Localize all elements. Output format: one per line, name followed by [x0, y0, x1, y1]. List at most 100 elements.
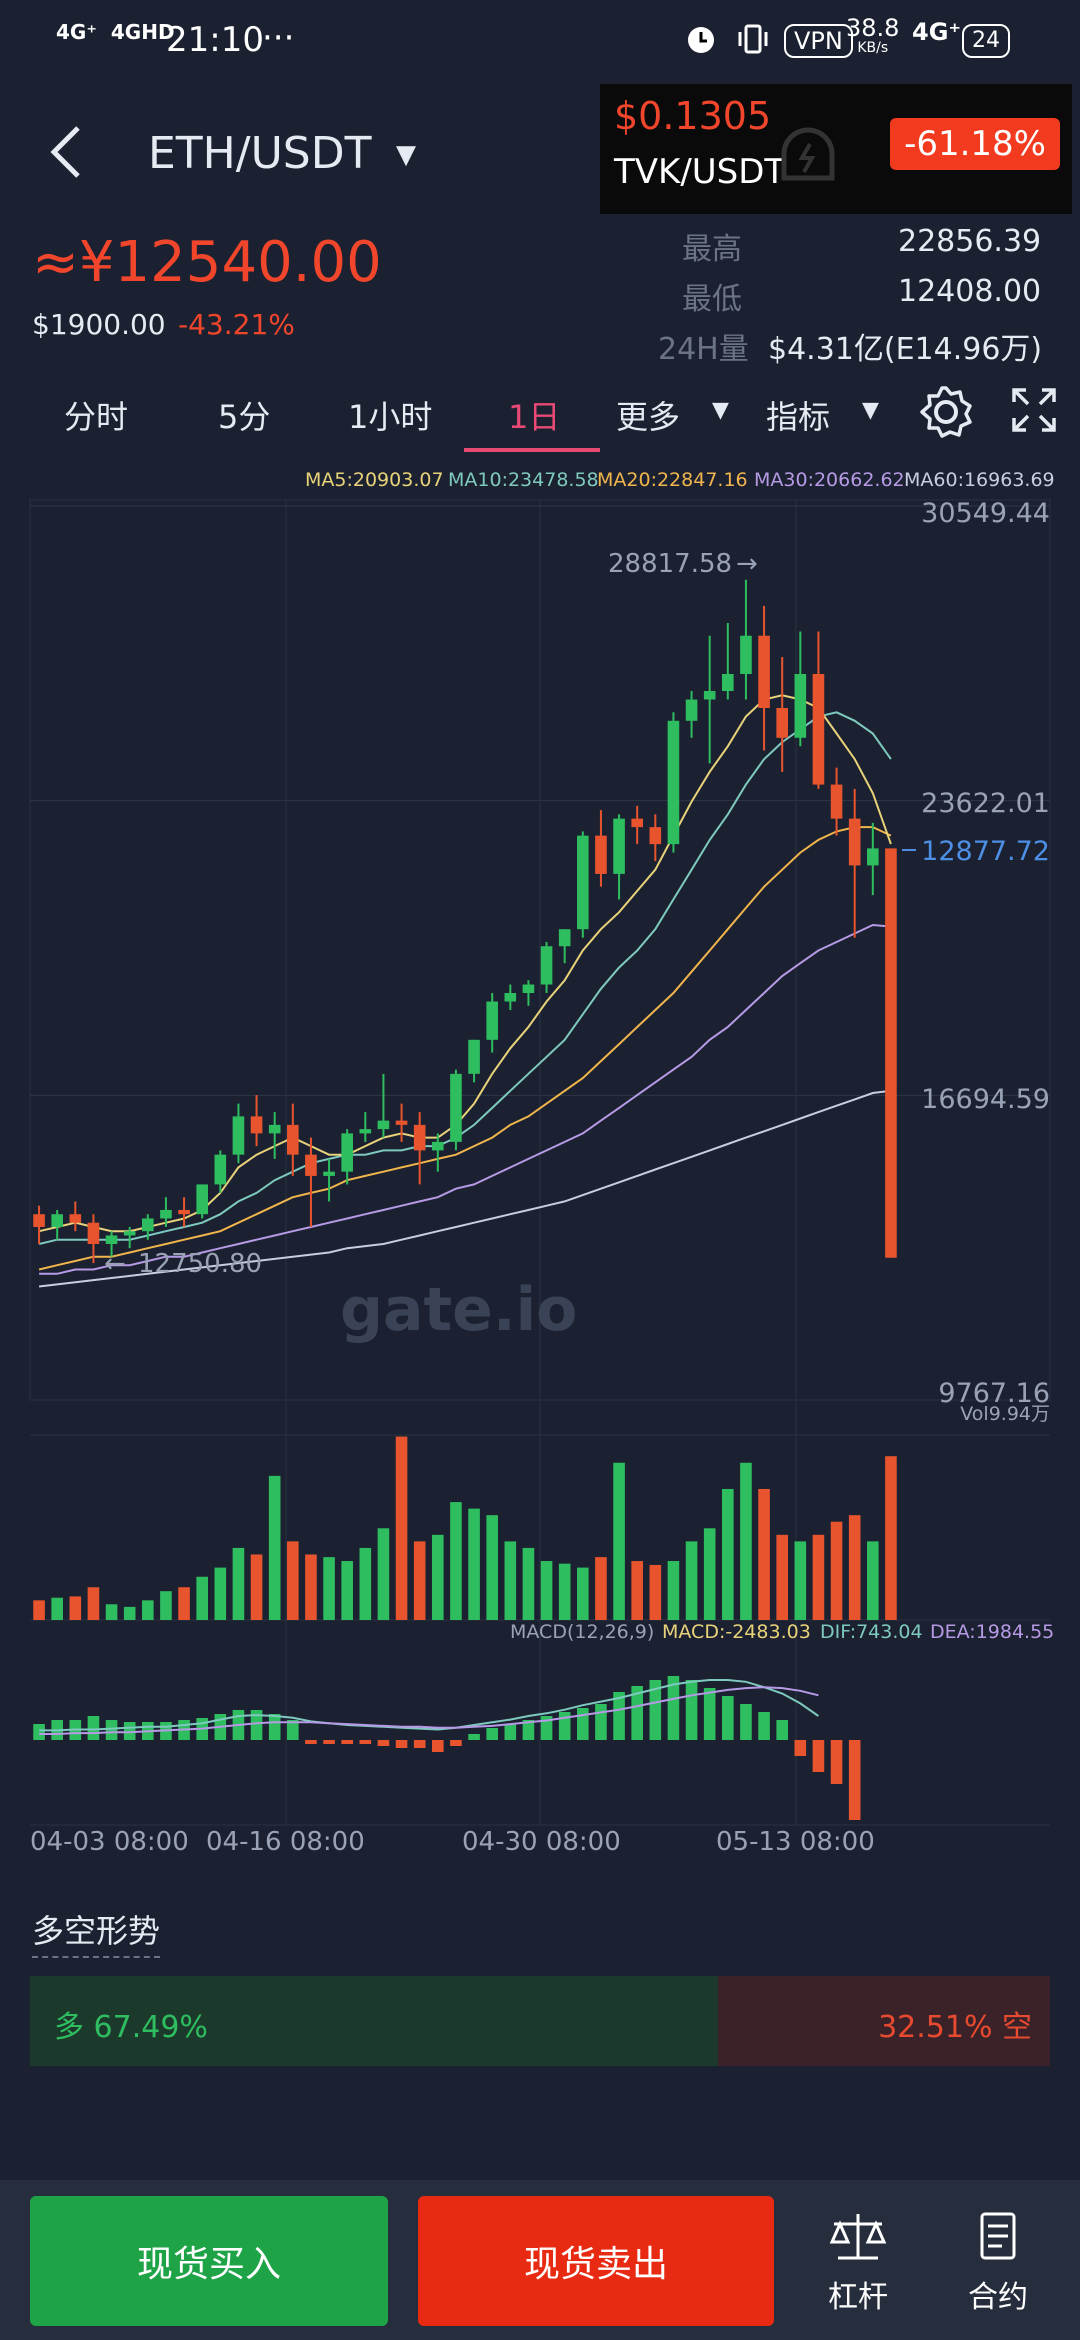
candle-body: [178, 1209, 190, 1215]
ma30-line: [39, 923, 891, 1275]
candles: [33, 579, 897, 1264]
candle-body: [812, 673, 825, 785]
spot-buy-button[interactable]: 现货买入: [30, 2196, 388, 2326]
candle-body: [667, 720, 680, 845]
macd-bar: [33, 1724, 45, 1740]
sentiment-title[interactable]: 多空形势: [32, 1906, 161, 1958]
contract-label: 合约: [968, 2280, 1028, 2315]
volume-bar: [87, 1587, 100, 1620]
volume-bar: [450, 1502, 462, 1620]
price-alert-popup[interactable]: $0.1305 TVK/USDT -61.18%: [600, 84, 1072, 214]
contract-button[interactable]: 合约: [948, 2210, 1048, 2316]
macd-bar: [450, 1740, 462, 1746]
volume-value: $4.31亿(E14.96万): [768, 332, 1043, 367]
volume-bar: [577, 1567, 589, 1620]
volume-bars: [33, 1436, 897, 1620]
candle-body: [631, 818, 643, 828]
volume-bar: [649, 1564, 662, 1620]
volume-label: Vol9.94万: [960, 1403, 1050, 1425]
volume-bar: [848, 1515, 861, 1620]
macd-bar: [395, 1740, 408, 1748]
volume-bar: [123, 1606, 136, 1620]
caret-down-icon[interactable]: ▼: [712, 398, 729, 423]
net-speed: 38.8 KB/s: [846, 16, 899, 56]
candle-body: [377, 1120, 390, 1130]
volume-bar: [377, 1528, 390, 1620]
volume-bar: [522, 1547, 535, 1620]
clock: 21:10: [166, 20, 264, 60]
ma30-label: MA30:20662.62: [754, 469, 905, 491]
candle-body: [232, 1116, 245, 1155]
current-price-label: 12877.72: [921, 836, 1050, 867]
volume-bar: [359, 1547, 372, 1620]
candlestick-chart[interactable]: gate.io MA5:20903.07 MA10:23478.58 MA20:…: [0, 460, 1080, 1860]
candle-body: [105, 1235, 118, 1244]
volume-bar: [105, 1604, 118, 1620]
interval-tabs: 分时 5分 1小时 1日 更多 ▼ 指标 ▼: [0, 380, 1080, 452]
volume-bar: [867, 1541, 879, 1620]
dif-line: [39, 1679, 819, 1732]
candle-body: [450, 1073, 462, 1142]
speed-value: 38.8: [846, 14, 900, 42]
macd-bar: [377, 1740, 390, 1746]
macd-panel: [33, 1676, 861, 1820]
candle-body: [69, 1214, 82, 1223]
volume-bar: [667, 1561, 680, 1620]
volume-bar: [540, 1561, 553, 1620]
active-tab-underline: [464, 448, 600, 452]
candle-body: [758, 635, 770, 709]
candle-body: [214, 1154, 227, 1185]
last-price: ≈¥12540.00: [32, 230, 382, 295]
macd-bar: [776, 1720, 788, 1740]
battery-indicator: 24: [962, 24, 1010, 58]
volume-label: 24H量: [658, 332, 749, 367]
volume-bar: [558, 1563, 571, 1620]
leverage-label: 杠杆: [828, 2280, 888, 2315]
volume-bar: [323, 1557, 335, 1620]
candle-body: [341, 1133, 353, 1172]
candle-body: [196, 1184, 208, 1215]
candle-body: [794, 673, 807, 738]
volume-bar: [287, 1541, 299, 1620]
price-axis-2: 23622.01: [921, 788, 1050, 819]
ma10-label: MA10:23478.58: [448, 469, 599, 491]
price-axis-3: 16694.59: [921, 1084, 1050, 1115]
gear-icon[interactable]: [918, 384, 974, 448]
candle-body: [613, 818, 625, 874]
tab-indicator[interactable]: 指标: [766, 398, 831, 436]
macd-bar: [268, 1714, 281, 1740]
pair-selector[interactable]: ETH/USDT: [148, 128, 372, 179]
macd-bar: [504, 1724, 517, 1740]
tab-timeline[interactable]: 分时: [64, 398, 129, 436]
candle-body: [486, 1001, 498, 1040]
tab-5min[interactable]: 5分: [218, 398, 271, 436]
leverage-button[interactable]: 杠杆: [808, 2210, 908, 2316]
back-button[interactable]: [40, 112, 92, 192]
tab-1hour[interactable]: 1小时: [348, 398, 433, 436]
candle-body: [558, 929, 571, 947]
price-axis-top: 30549.44: [921, 498, 1050, 529]
caret-down-icon[interactable]: ▼: [862, 398, 879, 423]
macd-bar: [740, 1704, 752, 1740]
ma60-label: MA60:16963.69: [904, 469, 1055, 491]
fullscreen-icon[interactable]: [1010, 386, 1058, 442]
alarm-icon: [684, 22, 718, 56]
tab-1day[interactable]: 1日: [508, 398, 561, 436]
macd-bar: [631, 1686, 643, 1740]
speed-unit: KB/s: [857, 40, 889, 56]
tab-more[interactable]: 更多: [616, 398, 681, 436]
candle-body: [595, 835, 607, 874]
candle-body: [577, 835, 589, 930]
signal-indicators: 4G⁺ 4GHD: [56, 22, 175, 42]
candle-body: [413, 1124, 426, 1151]
date-label-1: 04-03 08:00: [30, 1827, 189, 1857]
high-marker-label: 28817.58: [608, 549, 732, 579]
spot-sell-button[interactable]: 现货卖出: [418, 2196, 774, 2326]
low-value: 12408.00: [898, 274, 1042, 309]
caret-down-icon[interactable]: ▼: [396, 140, 416, 170]
ma60-line: [38, 1089, 892, 1288]
macd-bar: [613, 1692, 625, 1740]
ma10-line: [38, 711, 892, 1245]
macd-bar: [722, 1696, 734, 1740]
popup-price: $0.1305: [614, 94, 772, 138]
